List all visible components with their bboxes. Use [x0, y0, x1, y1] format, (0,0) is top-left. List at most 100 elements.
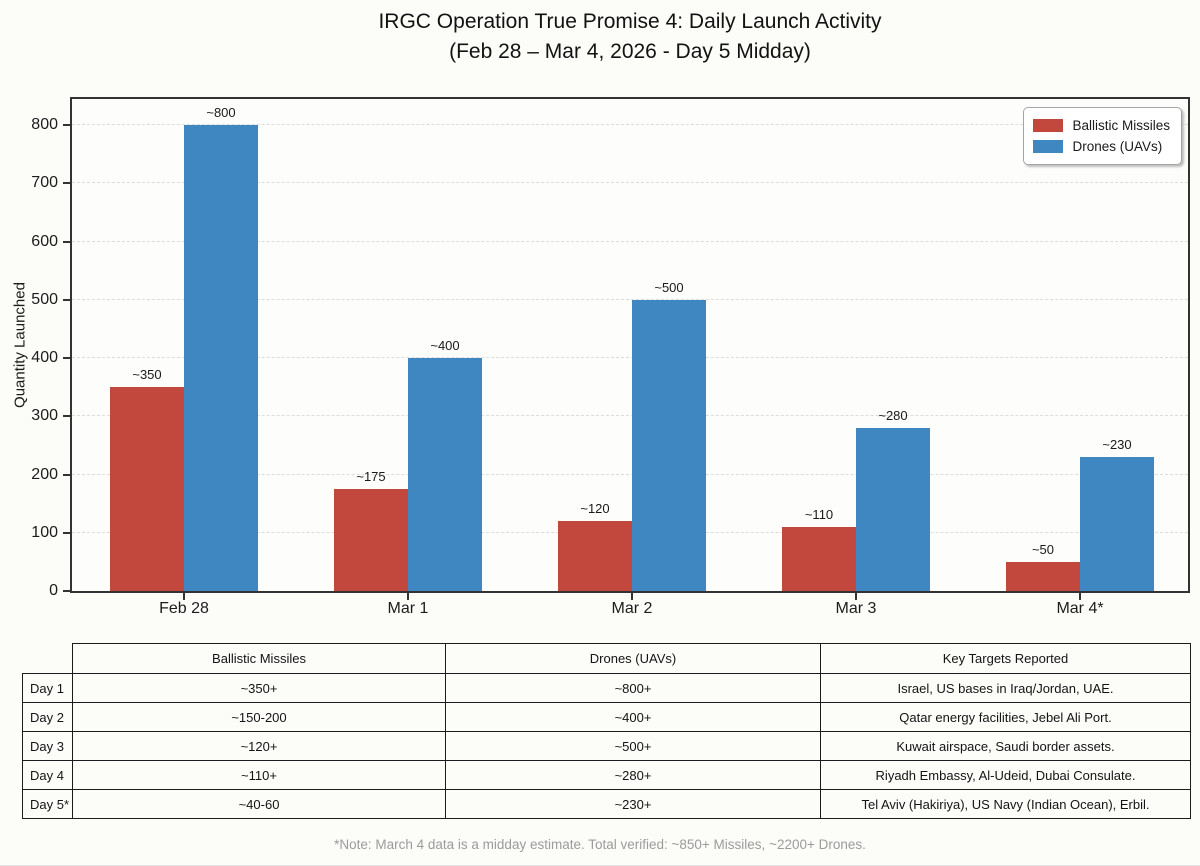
bar-group: ~120 ~500: [520, 99, 744, 591]
y-tick-label: 200: [31, 465, 58, 483]
bar-value-label: ~400: [430, 338, 460, 354]
legend-item: Drones (UAVs): [1033, 136, 1170, 157]
legend-swatch-icon: [1033, 140, 1064, 153]
bar-drones-uavs-: ~400: [408, 338, 482, 591]
bar-group: ~110 ~280: [744, 99, 968, 591]
x-tick-mark: [407, 593, 409, 600]
y-tick-label: 0: [49, 582, 58, 599]
legend-label: Ballistic Missiles: [1072, 118, 1170, 133]
gridline: [72, 182, 1188, 184]
data-table: Ballistic Missiles Drones (UAVs) Key Targe…: [22, 643, 1191, 819]
table-cell: Qatar energy facilities, Jebel Ali Port.: [820, 702, 1191, 732]
gridline: [72, 240, 1188, 242]
y-tick-label: 400: [31, 349, 58, 367]
bar-drones-uavs-: ~280: [856, 408, 930, 591]
x-tick-label: Mar 1: [387, 600, 429, 617]
bar-value-label: ~175: [356, 469, 386, 485]
gridline: [72, 124, 1188, 126]
table-row: Day 5* ~40-60 ~230+ Tel Aviv (Hakiriya), US…: [22, 789, 1191, 819]
table-cell: Tel Aviv (Hakiriya), US Navy (Indian Oce…: [820, 789, 1191, 819]
table-header-cell: Ballistic Missiles: [72, 643, 446, 674]
table-header-cell: Key Targets Reported: [820, 643, 1191, 674]
table-cell: ~800+: [445, 673, 821, 703]
x-tick-label: Mar 4*: [1056, 600, 1104, 617]
plot-area: Ballistic Missiles Drones (UAVs) 0 100 200 3…: [31, 97, 1192, 617]
table-cell: ~230+: [445, 789, 821, 819]
table-header-cell: Drones (UAVs): [445, 643, 821, 674]
table-row: Day 4 ~110+ ~280+ Riyadh Embassy, Al-Udeid,…: [22, 760, 1191, 790]
y-tick-label: 100: [31, 523, 58, 541]
y-tick-mark: [63, 590, 70, 592]
table-cell: Riyadh Embassy, Al-Udeid, Dubai Consulat…: [820, 760, 1191, 790]
bar-ballistic-missiles: ~175: [334, 469, 408, 591]
bar-group: ~350 ~800: [72, 99, 296, 591]
table-cell: Kuwait airspace, Saudi border assets.: [820, 731, 1191, 761]
x-tick-mark: [183, 593, 185, 600]
table-cell: ~400+: [445, 702, 821, 732]
bar-ballistic-missiles: ~120: [558, 501, 632, 591]
table-cell: ~150-200: [72, 702, 446, 732]
y-tick-mark: [63, 298, 70, 301]
bar-value-label: ~280: [878, 407, 908, 423]
table-cell: ~110+: [72, 760, 446, 790]
bar-value-label: ~800: [206, 105, 236, 121]
row-label-cell: Day 3: [22, 731, 73, 761]
y-tick-label: 800: [31, 116, 58, 134]
bar-ballistic-missiles: ~350: [110, 367, 184, 591]
bar-ballistic-missiles: ~110: [782, 507, 856, 591]
bar-drones-uavs-: ~230: [1080, 437, 1154, 591]
y-tick-mark: [63, 473, 70, 476]
bar-drones-uavs-: ~800: [184, 105, 258, 591]
bar-value-label: ~350: [132, 367, 162, 383]
table-header-row: Ballistic Missiles Drones (UAVs) Key Targe…: [23, 643, 1191, 674]
y-tick-mark: [63, 531, 70, 534]
bar-group: ~175 ~400: [296, 99, 520, 591]
y-tick-label: 600: [31, 232, 58, 250]
y-tick-mark: [63, 240, 70, 243]
table-row: Day 2 ~150-200 ~400+ Qatar energy facilitie…: [22, 702, 1191, 732]
table-cell: ~500+: [445, 731, 821, 761]
x-tick-mark: [631, 593, 633, 600]
x-tick-label: Mar 3: [835, 600, 877, 617]
legend: Ballistic Missiles Drones (UAVs): [1023, 107, 1182, 165]
table-cell: ~40-60: [72, 789, 446, 819]
row-label-cell: Day 2: [22, 702, 73, 732]
bar-group: ~50 ~230: [968, 99, 1192, 591]
chart-title-block: IRGC Operation True Promise 4: Daily Lau…: [70, 7, 1190, 67]
x-tick-mark: [1079, 593, 1081, 600]
y-tick-label: 300: [31, 407, 58, 425]
gridline: [72, 473, 1188, 475]
y-tick-mark: [63, 124, 70, 127]
y-axis-label: Quantity Launched: [11, 282, 29, 408]
y-tick-label: 500: [31, 290, 58, 308]
y-tick-mark: [63, 415, 70, 418]
row-label-cell: Day 5*: [22, 789, 73, 819]
bar-drones-uavs-: ~500: [632, 280, 706, 591]
chart-title: IRGC Operation True Promise 4: Daily Lau…: [378, 10, 882, 33]
x-tick-label: Feb 28: [159, 600, 209, 617]
row-label-cell: Day 1: [22, 673, 73, 703]
gridline: [72, 415, 1188, 417]
footnote: *Note: March 4 data is a midday estimate…: [334, 837, 866, 852]
legend-item: Ballistic Missiles: [1033, 115, 1170, 136]
table-cell: Israel, US bases in Iraq/Jordan, UAE.: [820, 673, 1191, 703]
row-label-cell: Day 4: [22, 760, 73, 790]
y-tick-mark: [63, 357, 70, 360]
gridline: [72, 357, 1188, 359]
table-cell: ~120+: [72, 731, 446, 761]
table-row: Day 1 ~350+ ~800+ Israel, US bases in Iraq/…: [22, 673, 1191, 703]
bar-value-label: ~120: [580, 501, 610, 517]
bar-value-label: ~50: [1031, 541, 1055, 557]
table-cell: ~280+: [445, 760, 821, 790]
bar-value-label: ~230: [1102, 437, 1132, 453]
bar-value-label: ~110: [804, 506, 834, 522]
table-corner-cell: [23, 644, 73, 674]
chart-subtitle: (Feb 28 – Mar 4, 2026 - Day 5 Midday): [449, 39, 811, 63]
y-tick-mark: [63, 182, 70, 185]
x-tick-label: Mar 2: [611, 600, 653, 617]
x-tick-mark: [855, 593, 857, 600]
table-row: Day 3 ~120+ ~500+ Kuwait airspace, Saudi bo…: [22, 731, 1191, 761]
bar-ballistic-missiles: ~50: [1006, 542, 1080, 591]
legend-swatch-icon: [1033, 119, 1064, 132]
